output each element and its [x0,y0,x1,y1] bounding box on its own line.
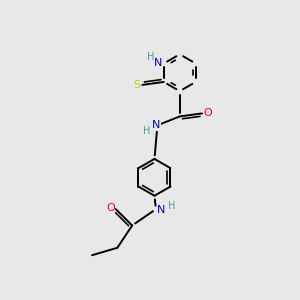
Text: N: N [154,58,163,68]
Text: O: O [106,203,115,213]
Text: H: H [147,52,154,62]
Text: O: O [204,108,212,118]
Text: N: N [152,120,160,130]
Text: N: N [157,205,166,215]
Text: H: H [168,201,175,211]
Text: H: H [143,126,151,136]
Text: S: S [134,80,141,90]
